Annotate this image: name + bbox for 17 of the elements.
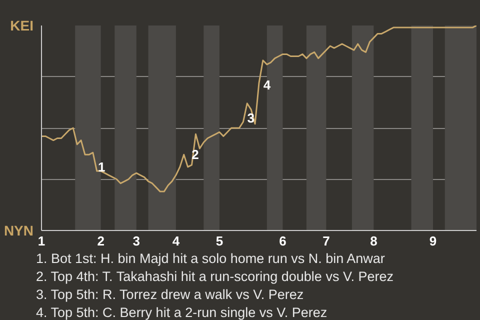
annotation: 4 [263,77,272,92]
text: 2. Top 4th: T. Takahashi hit a run-scoring double vs V. Perez [36,269,394,284]
text: 3. Top 5th: R. Torrez drew a walk vs V. Perez [36,287,304,302]
x-tick-label: 7 [322,234,330,248]
x-tick-label: 9 [429,234,437,248]
annotation: 1 [98,159,106,174]
x-tick-label: 4 [172,234,180,248]
x-tick-label: 5 [216,234,224,248]
text: NYN [4,222,34,238]
text: 4. Top 5th: C. Berry hit a 2-run single vs V. Perez [36,305,328,320]
x-tick-label: 6 [279,234,286,248]
x-tick-label: 3 [132,234,140,248]
text: KEI [10,18,34,34]
x-tick-label: 1 [38,234,46,248]
x-tick-label: 8 [370,234,378,248]
text: 1. Bot 1st: H. bin Majd hit a solo home run vs N. bin Anwar [36,251,385,266]
x-tick-label: 2 [97,234,104,248]
